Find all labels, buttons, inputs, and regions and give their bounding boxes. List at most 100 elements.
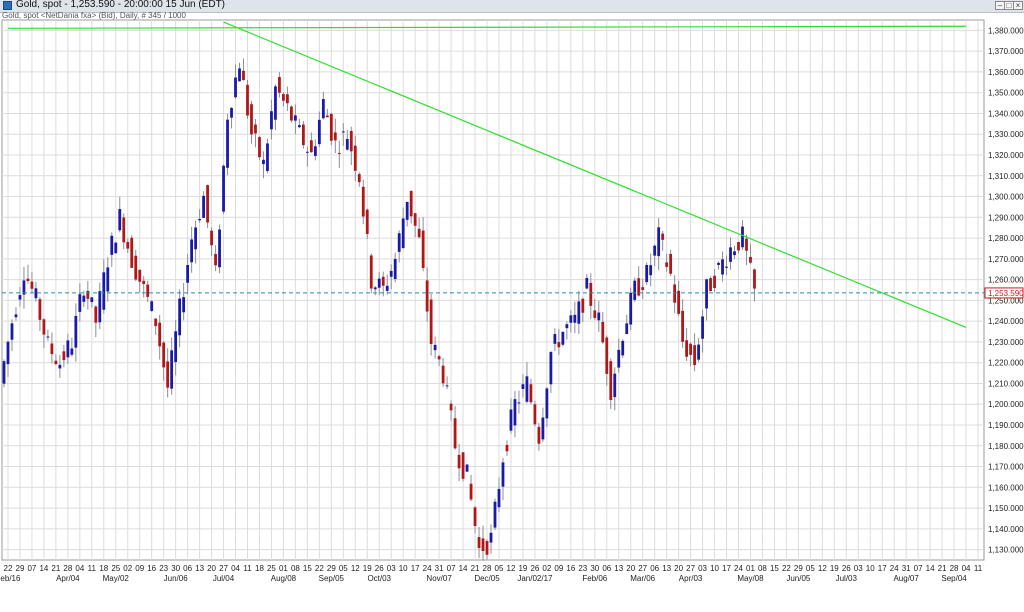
candle-down (325, 115, 329, 118)
x-tick-label: 16 (566, 564, 575, 573)
candle-up (102, 272, 106, 310)
y-tick-label: 1,290.000 (988, 213, 1024, 222)
candle-up (297, 125, 301, 128)
x-tick-label: 17 (411, 564, 420, 573)
x-tick-label: 06 (602, 564, 611, 573)
candle-up (397, 233, 401, 252)
x-tick-label: 07 (914, 564, 923, 573)
chart-subtitle: Gold, spot <NetDania fxa> (Bid), Daily, … (2, 11, 186, 20)
candle-down (286, 94, 289, 104)
candle-down (609, 361, 613, 401)
candle-up (621, 340, 625, 356)
candle-up (294, 115, 297, 121)
x-month-label: Aug/07 (893, 574, 919, 583)
y-tick-label: 1,220.000 (988, 359, 1024, 368)
x-tick-label: 10 (710, 564, 719, 573)
candle-up (617, 349, 621, 368)
candle-down (537, 426, 541, 444)
x-month-label: Jul/04 (213, 574, 235, 583)
candle-up (114, 242, 118, 254)
resistance-line[interactable] (223, 21, 967, 328)
x-tick-label: 29 (327, 564, 336, 573)
candle-up (721, 259, 724, 275)
candle-down (421, 230, 425, 269)
candle-up (625, 323, 629, 335)
candle-up (194, 227, 198, 250)
candle-up (22, 280, 26, 295)
x-tick-label: 02 (123, 564, 132, 573)
x-tick-label: 06 (183, 564, 192, 573)
x-tick-label: 01 (746, 564, 755, 573)
candle-up (645, 264, 649, 283)
close-icon[interactable]: × (1013, 1, 1023, 10)
candle-down (50, 343, 54, 355)
y-tick-label: 1,240.000 (988, 317, 1024, 326)
candle-down (86, 290, 90, 299)
candle-down (246, 84, 249, 116)
candle-down (461, 452, 465, 479)
x-tick-label: 25 (267, 564, 276, 573)
x-tick-label: 07 (27, 564, 36, 573)
candle-up (190, 239, 194, 263)
x-tick-label: 28 (483, 564, 492, 573)
x-tick-label: 05 (339, 564, 348, 573)
candle-up (725, 266, 728, 268)
x-tick-label: 02 (542, 564, 551, 573)
y-tick-label: 1,200.000 (988, 400, 1024, 409)
candle-up (218, 229, 221, 268)
candle-down (581, 298, 585, 313)
x-tick-label: 27 (219, 564, 228, 573)
x-tick-label: 31 (435, 564, 444, 573)
plot-area (1, 19, 985, 561)
candle-up (266, 143, 269, 171)
app-icon (3, 1, 12, 10)
y-tick-label: 1,260.000 (988, 276, 1024, 285)
y-tick-label: 1,380.000 (988, 26, 1024, 35)
candle-up (705, 279, 708, 309)
candle-up (10, 323, 14, 340)
x-tick-label: 05 (806, 564, 815, 573)
candle-down (301, 124, 305, 146)
candle-down (693, 345, 696, 366)
candle-down (753, 269, 756, 289)
candle-up (489, 532, 493, 543)
candle-down (505, 444, 509, 452)
y-tick-label: 1,180.000 (988, 442, 1024, 451)
candle-up (389, 270, 393, 277)
candle-up (174, 331, 178, 363)
candle-down (309, 140, 313, 153)
candle-down (210, 230, 213, 246)
x-tick-label: 12 (818, 564, 827, 573)
candle-down (669, 253, 673, 274)
y-tick-label: 1,150.000 (988, 504, 1024, 513)
x-tick-label: 30 (590, 564, 599, 573)
y-tick-label: 1,330.000 (988, 130, 1024, 139)
candle-down (166, 361, 170, 388)
x-tick-label: 06 (650, 564, 659, 573)
candle-up (262, 159, 265, 165)
candle-down (593, 310, 597, 318)
high-line[interactable] (7, 25, 967, 29)
candle-down (214, 254, 217, 266)
candle-up (118, 209, 122, 231)
x-tick-label: 28 (950, 564, 959, 573)
candle-up (517, 402, 521, 404)
x-tick-label: 04 (75, 564, 84, 573)
x-tick-label: 04 (231, 564, 240, 573)
candle-down (329, 113, 333, 141)
candle-down (361, 186, 365, 217)
candle-up (106, 267, 110, 292)
candle-up (561, 331, 565, 345)
x-month-label: Jun/05 (786, 574, 811, 583)
candle-up (385, 285, 389, 291)
candle-down (138, 269, 142, 282)
x-tick-label: 07 (447, 564, 456, 573)
x-tick-label: 14 (459, 564, 468, 573)
candle-down (481, 538, 485, 552)
y-tick-label: 1,190.000 (988, 421, 1024, 430)
x-tick-label: 20 (626, 564, 635, 573)
x-tick-label: 27 (638, 564, 647, 573)
y-tick-label: 1,270.000 (988, 255, 1024, 264)
y-tick-label: 1,280.000 (988, 234, 1024, 243)
